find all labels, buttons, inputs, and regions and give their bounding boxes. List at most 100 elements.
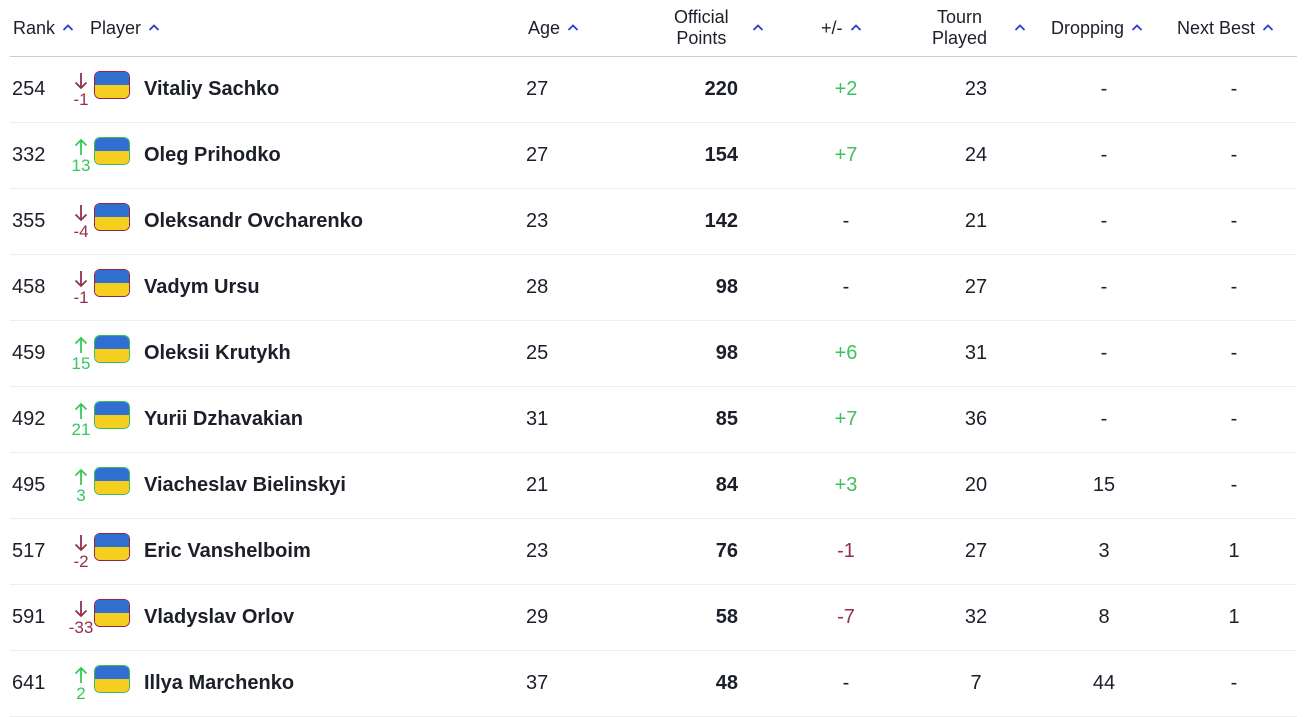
sort-plus-minus[interactable]: +/- [821,0,863,56]
plus-minus: - [842,210,850,232]
header-tourn-played: Tourn Played [932,7,988,48]
dropping: - [1100,78,1108,100]
official-points: 98 [715,342,738,364]
official-points: 220 [704,78,738,100]
player-name[interactable]: Vadym Ursu [144,276,260,298]
rank-value: 517 [12,540,46,562]
header-next-best: Next Best [1177,17,1256,38]
ukraine-flag-icon [94,401,130,429]
tourn-played: 20 [964,474,988,496]
tourn-played: 32 [964,606,988,628]
sort-caret-icon [566,21,580,35]
table-row[interactable]: 254 -1 Vitaliy Sachko 27 220 +2 23 - - [10,57,1297,123]
rank-value: 459 [12,342,46,364]
table-row[interactable]: 517 -2 Eric Vanshelboim 23 76 -1 27 3 1 [10,519,1297,585]
official-points: 48 [715,672,738,694]
table-row[interactable]: 492 21 Yurii Dzhavakian 31 85 +7 36 - - [10,387,1297,453]
tourn-played: 27 [964,540,988,562]
player-name[interactable]: Oleksii Krutykh [144,342,291,364]
next-best: - [1230,408,1238,430]
dropping: - [1100,408,1108,430]
sort-dropping[interactable]: Dropping [1051,0,1144,56]
player-age: 23 [526,540,549,562]
player-age: 29 [526,606,549,628]
ukraine-flag-icon [94,533,130,561]
arrow-up-icon [74,468,88,485]
header-rank: Rank [13,17,56,38]
rank-change-value: 3 [76,485,86,505]
sort-caret-icon [61,21,75,35]
plus-minus: +2 [834,78,858,100]
dropping: - [1100,144,1108,166]
sort-caret-icon [1013,21,1027,35]
player-name[interactable]: Eric Vanshelboim [144,540,311,562]
rank-change: -2 [66,519,96,584]
table-row[interactable]: 641 2 Illya Marchenko 37 48 - 7 44 - [10,651,1297,717]
table-row[interactable]: 458 -1 Vadym Ursu 28 98 - 27 - - [10,255,1297,321]
rank-value: 492 [12,408,46,430]
ukraine-flag-icon [94,203,130,231]
official-points: 154 [704,144,738,166]
arrow-up-icon [74,666,88,683]
header-dropping: Dropping [1051,17,1125,38]
ukraine-flag-icon [94,599,130,627]
official-points: 84 [715,474,738,496]
player-name[interactable]: Oleksandr Ovcharenko [144,210,363,232]
next-best: - [1230,276,1238,298]
rank-change: -1 [66,255,96,320]
sort-tourn-played[interactable]: Tourn Played [932,0,1027,56]
arrow-up-icon [74,336,88,353]
rank-change-value: 13 [71,155,91,175]
player-name[interactable]: Yurii Dzhavakian [144,408,303,430]
rank-change: 21 [66,387,96,452]
table-row[interactable]: 355 -4 Oleksandr Ovcharenko 23 142 - 21 - - [10,189,1297,255]
table-row[interactable]: 332 13 Oleg Prihodko 27 154 +7 24 - - [10,123,1297,189]
ukraine-flag-icon [94,71,130,99]
ukraine-flag-icon [94,665,130,693]
rank-change-value: -33 [68,617,94,637]
table-row[interactable]: 591 -33 Vladyslav Orlov 29 58 -7 32 8 1 [10,585,1297,651]
dropping: - [1100,342,1108,364]
sort-player[interactable]: Player [90,0,161,56]
sort-age[interactable]: Age [528,0,580,56]
tourn-played: 27 [964,276,988,298]
next-best: - [1230,342,1238,364]
next-best: - [1230,144,1238,166]
table-row[interactable]: 459 15 Oleksii Krutykh 25 98 +6 31 - - [10,321,1297,387]
plus-minus: +7 [834,144,858,166]
sort-rank[interactable]: Rank [13,0,75,56]
rank-value: 458 [12,276,46,298]
rank-change: -33 [66,585,96,650]
plus-minus: -1 [837,540,855,562]
player-name[interactable]: Vladyslav Orlov [144,606,295,628]
player-age: 37 [526,672,549,694]
sort-caret-icon [849,21,863,35]
ukraine-flag-icon [94,467,130,495]
rank-value: 641 [12,672,46,694]
sort-caret-icon [1130,21,1144,35]
official-points: 142 [704,210,738,232]
player-name[interactable]: Illya Marchenko [144,672,295,694]
rank-change-value: -4 [73,221,89,241]
player-age: 31 [526,408,549,430]
table-row[interactable]: 495 3 Viacheslav Bielinskyi 21 84 +3 20 15 - [10,453,1297,519]
sort-official-points[interactable]: Official Points [674,0,765,56]
arrow-down-icon [74,204,88,221]
player-name[interactable]: Oleg Prihodko [144,144,281,166]
sort-caret-icon [1261,21,1275,35]
sort-next-best[interactable]: Next Best [1177,0,1275,56]
plus-minus: -7 [837,606,855,628]
dropping: 15 [1092,474,1116,496]
next-best: 1 [1228,606,1240,628]
arrow-down-icon [74,72,88,89]
player-name[interactable]: Vitaliy Sachko [144,78,280,100]
rank-change: -4 [66,189,96,254]
rank-change-value: 21 [71,419,91,439]
dropping: 44 [1092,672,1116,694]
rank-change: 15 [66,321,96,386]
arrow-down-icon [74,600,88,617]
player-name[interactable]: Viacheslav Bielinskyi [144,474,346,496]
tourn-played: 31 [964,342,988,364]
tourn-played: 23 [964,78,988,100]
